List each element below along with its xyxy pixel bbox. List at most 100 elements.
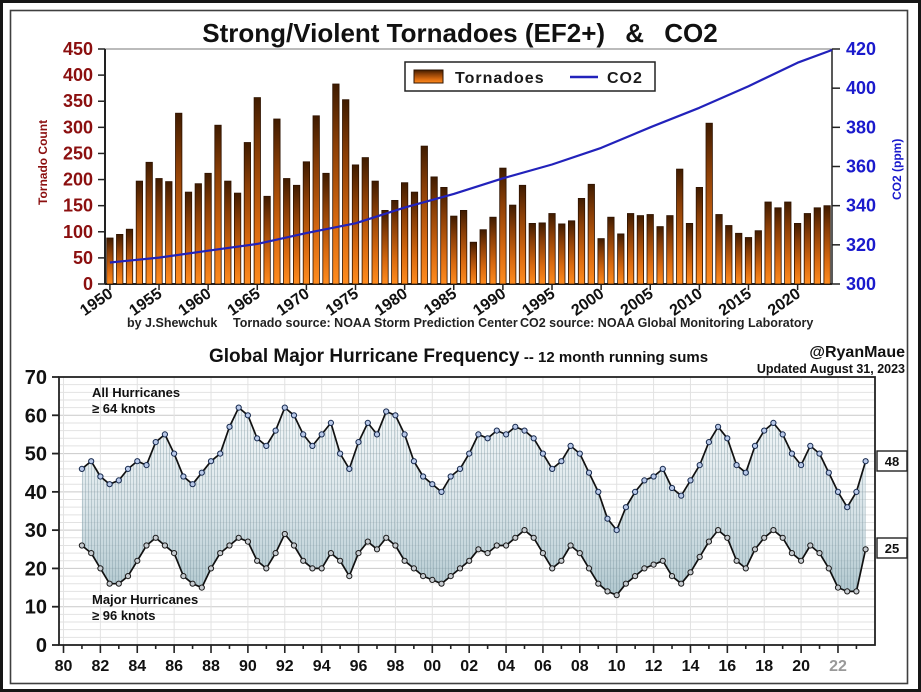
- left-tick-label: 0: [83, 274, 93, 294]
- major-hurricanes-point: [521, 527, 528, 534]
- major-hurricanes-point: [290, 542, 298, 549]
- all-hurricanes-point: [503, 431, 510, 438]
- tornado-bar: [165, 181, 173, 285]
- end-label-all-hurricanes-value: 48: [885, 454, 899, 469]
- major-hurricanes-point: [115, 580, 122, 587]
- tornado-bar: [450, 215, 458, 285]
- y-tick-label: 30: [25, 520, 47, 542]
- major-hurricanes-point: [512, 534, 519, 541]
- caption-author: by J.Shewchuk: [127, 316, 217, 330]
- major-hurricanes-point: [825, 565, 832, 572]
- major-hurricanes-point: [715, 527, 722, 534]
- x-year-label: 1965: [225, 285, 264, 319]
- major-hurricanes-point: [346, 573, 353, 580]
- x-tick-label: 08: [571, 658, 589, 675]
- all-hurricanes-point: [687, 477, 694, 484]
- x-year-label: 2010: [667, 285, 706, 319]
- all-hurricanes-point: [715, 423, 722, 430]
- x-year-label: 2015: [716, 285, 755, 319]
- all-hurricanes-point: [641, 477, 648, 484]
- tornado-bar: [145, 161, 153, 285]
- major-hurricanes-point: [272, 550, 279, 557]
- co2-ppm-axis-label: CO2 (ppm): [890, 139, 904, 200]
- major-hurricanes-point: [705, 538, 713, 545]
- caption-co2-source: CO2 source: NOAA Global Monitoring Labor…: [520, 316, 813, 330]
- x-tick-label: 92: [276, 658, 294, 675]
- major-hurricanes-point: [198, 584, 205, 591]
- all-hurricanes-point: [705, 439, 713, 446]
- tornado-bar: [705, 122, 713, 285]
- major-hurricanes-point: [134, 557, 141, 564]
- major-hurricanes-point: [751, 546, 759, 553]
- x-tick-label: 22: [829, 658, 847, 675]
- end-label-major-hurricanes-value: 25: [885, 541, 899, 556]
- all-hurricanes-point: [235, 404, 242, 411]
- tornado-bar: [774, 207, 782, 285]
- tornado-bar: [400, 182, 409, 285]
- tornado-bar: [233, 192, 242, 285]
- end-label-major-hurricanes: 25: [876, 537, 908, 559]
- annotation-all-hurricanes: All Hurricanes ≥ 64 knots: [92, 385, 180, 416]
- major-hurricanes-point: [834, 584, 842, 591]
- tornado-bar: [695, 186, 704, 285]
- tornado-count-axis-label: Tornado Count: [36, 120, 50, 205]
- major-hurricanes-point: [456, 565, 464, 572]
- x-year-label: 2020: [765, 285, 804, 319]
- y-tick-label: 40: [25, 482, 47, 504]
- left-tick-label: 150: [63, 196, 93, 216]
- tornado-bar: [175, 112, 183, 285]
- tornado-bar: [184, 191, 193, 285]
- legend-tornadoes-label: Tornadoes: [455, 70, 545, 87]
- end-label-all-hurricanes: 48: [876, 450, 908, 472]
- right-tick-label: 320: [846, 235, 876, 255]
- all-hurricanes-point: [401, 431, 408, 438]
- major-hurricanes-point: [604, 588, 611, 595]
- major-hurricanes-point: [844, 588, 851, 595]
- all-hurricanes-point: [585, 469, 593, 476]
- annotation-all-hurricanes-line2: ≥ 64 knots: [92, 401, 156, 416]
- tornado-bar: [469, 241, 478, 285]
- all-hurricanes-point: [622, 504, 630, 511]
- tornado-bar: [283, 178, 291, 285]
- x-tick-label: 20: [792, 658, 810, 675]
- major-hurricanes-point: [862, 546, 869, 553]
- major-hurricanes-point: [447, 573, 454, 580]
- x-tick-label: 04: [497, 658, 515, 675]
- bottom-title-subtitle: -- 12 month running sums: [524, 349, 708, 366]
- all-hurricanes-point: [466, 450, 473, 457]
- tornado-bar: [676, 168, 684, 285]
- tornado-bar: [116, 233, 124, 285]
- left-tick-label: 250: [63, 143, 93, 163]
- major-hurricanes-point: [235, 534, 242, 541]
- major-hurricanes-point: [226, 542, 233, 549]
- x-tick-label: 80: [55, 658, 73, 675]
- tornado-bar: [214, 124, 222, 285]
- all-hurricanes-point: [650, 473, 657, 480]
- all-hurricanes-point: [493, 427, 500, 434]
- all-hurricanes-point: [807, 442, 814, 449]
- all-hurricanes-point: [180, 473, 187, 480]
- major-hurricanes-point: [383, 534, 390, 541]
- major-hurricanes-point: [503, 542, 510, 549]
- tornado-bar: [509, 204, 517, 285]
- all-hurricanes-point: [152, 439, 159, 446]
- all-hurricanes-point: [447, 473, 454, 480]
- right-tick-label: 360: [846, 157, 876, 177]
- major-hurricanes-point: [244, 538, 251, 545]
- all-hurricanes-point: [189, 481, 196, 488]
- annotation-all-hurricanes-line1: All Hurricanes: [92, 385, 180, 400]
- all-hurricanes-point: [327, 419, 334, 426]
- all-hurricanes-point: [834, 488, 842, 495]
- all-hurricanes-point: [668, 484, 676, 492]
- major-hurricanes-point: [678, 580, 685, 587]
- left-tick-label: 350: [63, 91, 93, 111]
- major-hurricanes-point: [493, 542, 500, 549]
- major-hurricanes-point: [558, 557, 565, 564]
- tornado-bar: [106, 237, 114, 285]
- major-hurricanes-point: [576, 550, 583, 557]
- tornado-bar: [548, 213, 556, 285]
- tornado-bar: [194, 183, 202, 285]
- all-hurricanes-point: [263, 442, 270, 449]
- tornado-bar: [224, 180, 232, 285]
- x-year-label: 1975: [323, 285, 362, 319]
